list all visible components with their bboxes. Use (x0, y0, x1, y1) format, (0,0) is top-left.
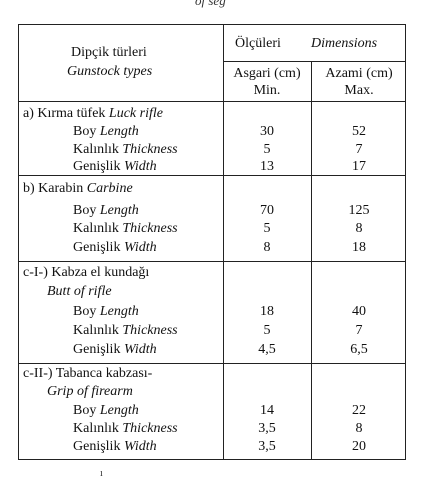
column-divider-min-max (311, 61, 312, 459)
row-max-value: 125 (348, 203, 370, 218)
header-max-en: Max. (344, 83, 374, 98)
section-divider-3 (19, 363, 405, 364)
row-label: Boy Length (73, 403, 139, 418)
header-min-en: Min. (253, 83, 281, 98)
cropped-text-fragment: ı (100, 468, 103, 479)
header-dims-tr: Ölçüleri (235, 36, 281, 51)
row-label: Boy Length (73, 203, 139, 218)
row-min-value: 5 (263, 323, 271, 338)
row-label: Genişlik Width (73, 159, 157, 174)
gunstock-dimensions-table: Dipçik türleri Gunstock types Ölçüleri D… (18, 24, 406, 460)
row-min-value: 4,5 (258, 342, 276, 357)
header-max-tr: Azami (cm) (325, 66, 393, 81)
row-max-value: 18 (352, 240, 366, 255)
section-subtitle: Grip of firearm (47, 384, 133, 399)
row-min-value: 5 (263, 142, 271, 157)
row-max-value: 8 (355, 221, 363, 236)
row-label: Genişlik Width (73, 439, 157, 454)
row-label: Kalınlık Thickness (73, 323, 178, 338)
row-min-value: 5 (263, 221, 271, 236)
row-label: Kalınlık Thickness (73, 142, 178, 157)
row-label: Kalınlık Thickness (73, 221, 178, 236)
row-max-value: 6,5 (350, 342, 368, 357)
cropped-caption-fragment: of seg (195, 0, 226, 8)
row-label: Genişlik Width (73, 342, 157, 357)
row-max-value: 8 (355, 421, 363, 436)
section-title: c-I-) Kabza el kundağı (23, 265, 150, 280)
row-min-value: 14 (260, 403, 274, 418)
row-min-value: 13 (260, 159, 274, 174)
header-type-tr: Dipçik türleri (71, 45, 147, 60)
section-divider-2 (19, 261, 405, 262)
row-min-value: 70 (260, 203, 274, 218)
row-label: Kalınlık Thickness (73, 421, 178, 436)
section-subtitle: Butt of rifle (47, 284, 112, 299)
row-max-value: 22 (352, 403, 366, 418)
row-label: Boy Length (73, 124, 139, 139)
row-max-value: 17 (352, 159, 366, 174)
section-title: a) Kırma tüfek Luck rifle (23, 106, 163, 121)
header-bottom-border (19, 101, 405, 102)
header-min-tr: Asgari (cm) (233, 66, 301, 81)
row-label: Boy Length (73, 304, 139, 319)
row-min-value: 18 (260, 304, 274, 319)
section-title: b) Karabin Carbine (23, 181, 133, 196)
row-max-value: 7 (355, 142, 363, 157)
row-max-value: 20 (352, 439, 366, 454)
row-max-value: 40 (352, 304, 366, 319)
row-min-value: 3,5 (258, 421, 276, 436)
column-divider-type (223, 25, 224, 459)
row-min-value: 8 (263, 240, 271, 255)
header-subdivider (223, 61, 405, 62)
row-max-value: 7 (355, 323, 363, 338)
section-divider-1 (19, 175, 405, 176)
row-label: Genişlik Width (73, 240, 157, 255)
section-title: c-II-) Tabanca kabzası- (23, 366, 153, 381)
header-type-en: Gunstock types (67, 64, 153, 79)
row-min-value: 3,5 (258, 439, 276, 454)
row-min-value: 30 (260, 124, 274, 139)
row-max-value: 52 (352, 124, 366, 139)
header-dims-en: Dimensions (311, 36, 378, 51)
